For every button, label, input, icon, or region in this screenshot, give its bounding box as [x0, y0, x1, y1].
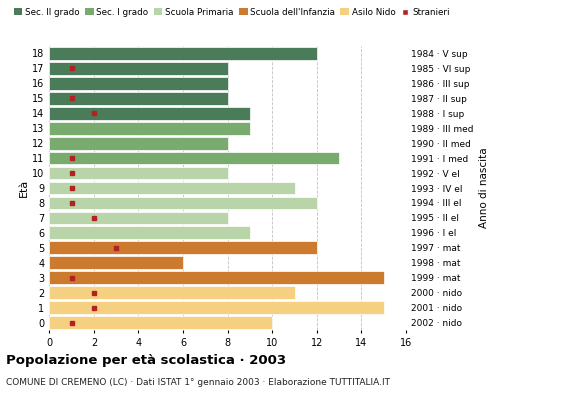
Bar — [49, 62, 227, 75]
Bar — [49, 167, 227, 180]
Bar — [49, 92, 227, 105]
Bar — [49, 107, 250, 120]
Y-axis label: Anno di nascita: Anno di nascita — [479, 148, 489, 228]
Bar — [49, 271, 384, 284]
Bar — [49, 242, 317, 254]
Bar — [49, 316, 272, 329]
Bar — [49, 182, 295, 194]
Bar — [49, 301, 384, 314]
Bar — [49, 196, 317, 209]
Bar — [49, 152, 339, 164]
Bar — [49, 77, 227, 90]
Bar — [49, 122, 250, 134]
Bar — [49, 226, 250, 239]
Text: Popolazione per età scolastica · 2003: Popolazione per età scolastica · 2003 — [6, 354, 286, 367]
Bar — [49, 256, 183, 269]
Legend: Sec. II grado, Sec. I grado, Scuola Primaria, Scuola dell'Infanzia, Asilo Nido, : Sec. II grado, Sec. I grado, Scuola Prim… — [10, 4, 453, 20]
Bar — [49, 137, 227, 150]
Text: COMUNE DI CREMENO (LC) · Dati ISTAT 1° gennaio 2003 · Elaborazione TUTTITALIA.IT: COMUNE DI CREMENO (LC) · Dati ISTAT 1° g… — [6, 378, 390, 387]
Bar — [49, 212, 227, 224]
Y-axis label: Età: Età — [19, 179, 29, 197]
Bar — [49, 286, 295, 299]
Bar — [49, 47, 317, 60]
